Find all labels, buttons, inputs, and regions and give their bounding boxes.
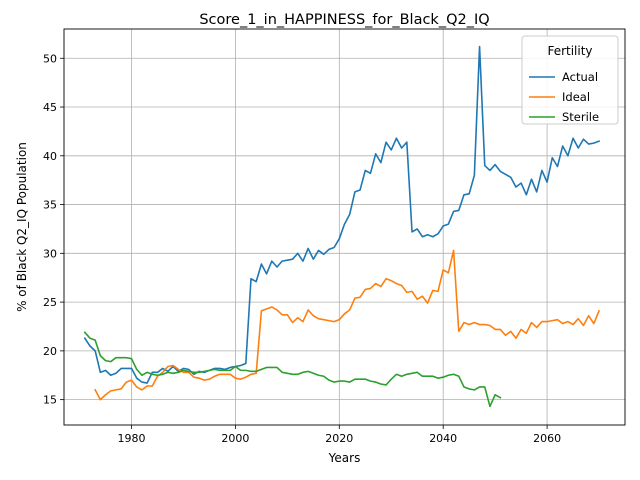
legend-item-actual: Actual (529, 70, 598, 84)
series-line-sterile (83, 331, 502, 408)
series-line-ideal (94, 249, 601, 401)
legend-item-sterile: Sterile (529, 110, 599, 124)
legend-label: Actual (562, 70, 598, 84)
y-tick-label: 45 (43, 101, 57, 114)
x-tick-label: 2060 (533, 432, 561, 445)
legend-title: Fertility (547, 44, 592, 58)
y-axis: 15 20 25 30 35 40 45 50 (43, 52, 64, 407)
x-axis: 1980 2000 2020 2040 2060 (118, 425, 561, 445)
x-axis-label: Years (328, 451, 361, 465)
x-tick-label: 2020 (325, 432, 353, 445)
y-tick-label: 15 (43, 394, 57, 407)
legend-label: Ideal (562, 90, 590, 104)
y-tick-label: 40 (43, 150, 57, 163)
y-axis-label: % of Black Q2_IQ Population (15, 142, 29, 312)
x-tick-label: 1980 (118, 432, 146, 445)
plot-frame (63, 28, 626, 426)
series-lines (83, 45, 601, 408)
y-tick-label: 50 (43, 52, 57, 65)
legend-label: Sterile (562, 110, 599, 124)
legend: Fertility Actual Ideal Sterile (521, 35, 619, 125)
legend-box (521, 35, 619, 125)
legend-item-ideal: Ideal (529, 90, 590, 104)
grid-lines (64, 29, 625, 425)
y-tick-label: 25 (43, 296, 57, 309)
chart-title: Score_1_in_HAPPINESS_for_Black_Q2_IQ (199, 12, 489, 28)
y-tick-label: 20 (43, 345, 57, 358)
x-tick-label: 2040 (429, 432, 457, 445)
series-line-actual (83, 45, 601, 384)
y-tick-label: 35 (43, 199, 57, 212)
legend-items: Actual Ideal Sterile (529, 70, 599, 124)
x-tick-label: 2000 (221, 432, 249, 445)
y-tick-label: 30 (43, 247, 57, 260)
